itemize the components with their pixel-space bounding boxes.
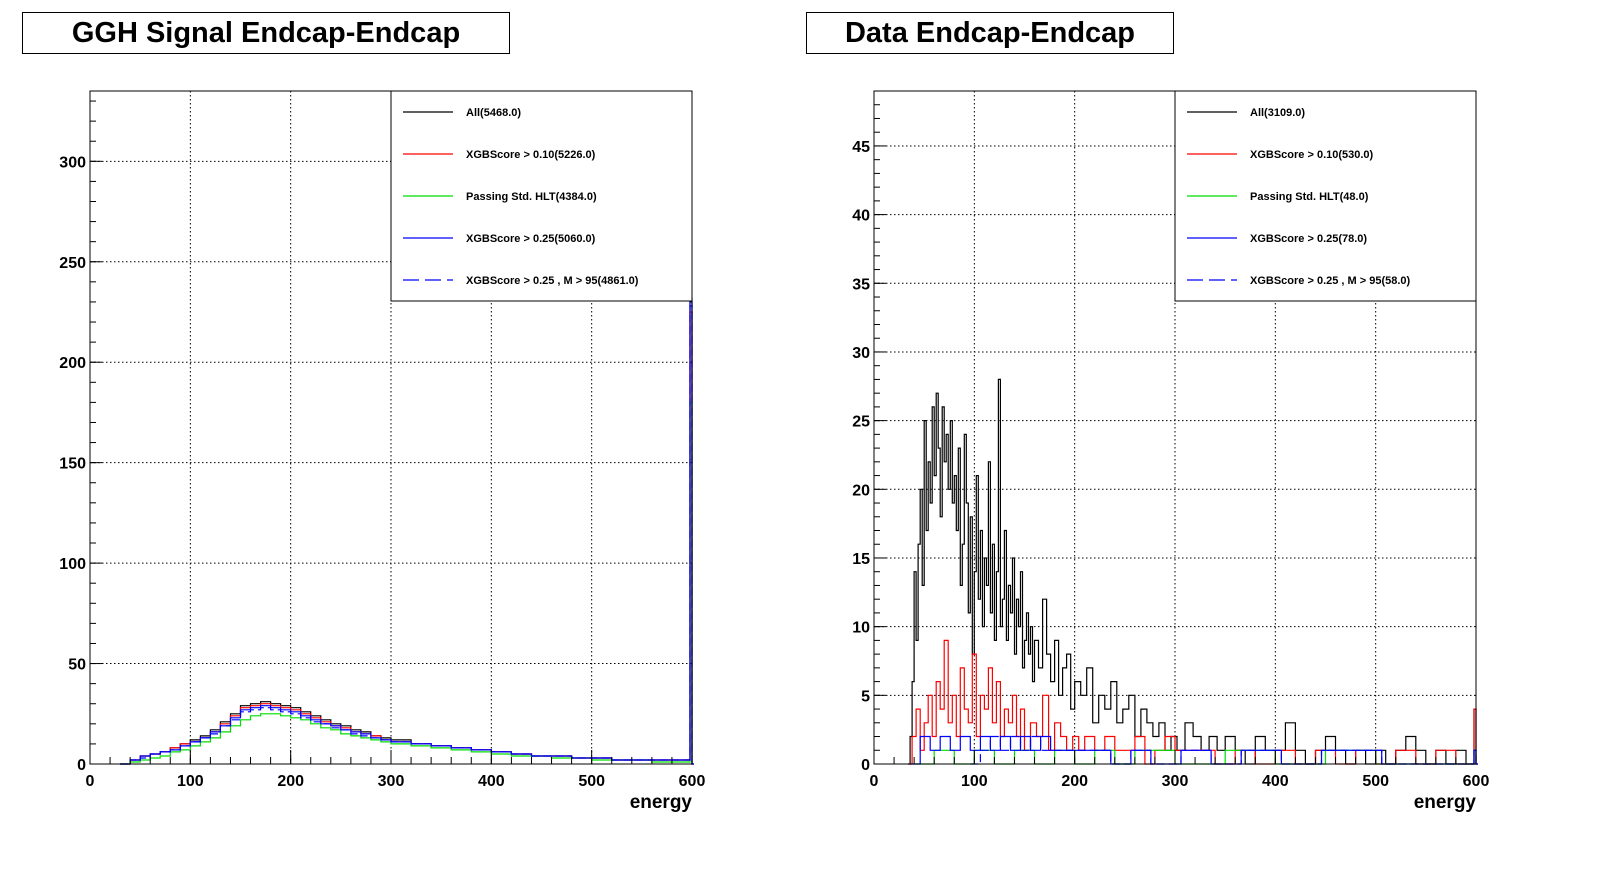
y-tick-label: 100: [59, 556, 86, 573]
chart-panel-1: 0 100 200 300 400 500 600 0 5 10 15 20 25 30 35 40 45 ene…: [852, 90, 1490, 813]
series-line-3: [120, 297, 694, 765]
series-line-2: [120, 401, 694, 765]
series-line-2: [914, 749, 1478, 765]
x-tick-label: 500: [1362, 773, 1389, 790]
chart-panel-0: 0 100 200 300 400 500 600 0 50 100 150 200 250 300 ene…: [59, 90, 706, 813]
chart-title-right: Data Endcap-Endcap: [806, 12, 1174, 54]
x-tick-label: 200: [277, 773, 304, 790]
x-tick-label: 100: [961, 773, 988, 790]
series-line-1: [908, 639, 1478, 765]
legend-entry-1: XGBScore > 0.10(5226.0): [466, 149, 596, 161]
x-tick-label: 600: [1463, 773, 1490, 790]
legend-entry-4: XGBScore > 0.25 , M > 95(58.0): [1250, 275, 1411, 287]
series-line-4: [120, 305, 694, 765]
legend-entry-1: XGBScore > 0.10(530.0): [1250, 149, 1374, 161]
x-tick-label: 0: [86, 773, 95, 790]
y-tick-label: 45: [852, 139, 870, 156]
x-tick-label: 400: [478, 773, 505, 790]
y-tick-label: 150: [59, 456, 86, 473]
legend-entry-4: XGBScore > 0.25 , M > 95(4861.0): [466, 275, 639, 287]
legend-entry-2: Passing Std. HLT(48.0): [1250, 191, 1369, 203]
series-line-4: [970, 735, 1478, 765]
y-tick-label: 0: [861, 757, 870, 774]
legend-entry-3: XGBScore > 0.25(78.0): [1250, 233, 1367, 245]
x-tick-label: 500: [578, 773, 605, 790]
x-tick-label: 600: [679, 773, 706, 790]
series-line-0: [908, 378, 1478, 765]
x-tick-label: 300: [1162, 773, 1189, 790]
y-tick-label: 0: [77, 757, 86, 774]
x-axis-title: energy: [1414, 792, 1477, 813]
y-tick-label: 40: [852, 208, 870, 225]
x-axis-title: energy: [630, 792, 693, 813]
x-tick-label: 400: [1262, 773, 1289, 790]
y-tick-label: 5: [861, 688, 870, 705]
x-tick-label: 300: [378, 773, 405, 790]
y-tick-label: 250: [59, 255, 86, 272]
y-tick-label: 35: [852, 276, 870, 293]
legend-entry-0: All(5468.0): [466, 107, 521, 119]
x-tick-label: 100: [177, 773, 204, 790]
y-tick-label: 15: [852, 551, 870, 568]
legend-entry-3: XGBScore > 0.25(5060.0): [466, 233, 596, 245]
y-tick-label: 25: [852, 414, 870, 431]
y-tick-label: 10: [852, 620, 870, 637]
chart-title-left: GGH Signal Endcap-Endcap: [22, 12, 510, 54]
y-tick-label: 200: [59, 355, 86, 372]
series-line-0: [120, 301, 694, 765]
legend-entry-0: All(3109.0): [1250, 107, 1305, 119]
x-tick-label: 0: [870, 773, 879, 790]
y-tick-label: 300: [59, 154, 86, 171]
legend-entry-2: Passing Std. HLT(4384.0): [466, 191, 597, 203]
y-tick-label: 50: [68, 657, 86, 674]
y-tick-label: 30: [852, 345, 870, 362]
y-tick-label: 20: [852, 482, 870, 499]
x-tick-label: 200: [1061, 773, 1088, 790]
series-line-1: [120, 311, 694, 765]
